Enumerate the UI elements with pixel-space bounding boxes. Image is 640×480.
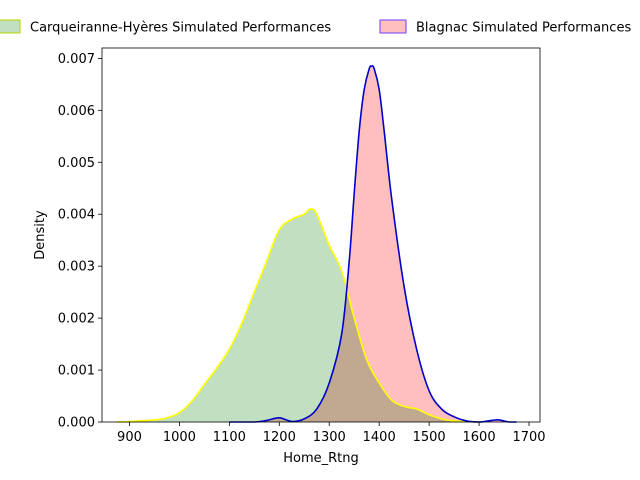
x-tick-label: 1000 [163,430,196,445]
legend-label-0: Carqueiranne-Hyères Simulated Performanc… [30,21,331,36]
y-tick-label: 0.001 [58,364,95,379]
legend: Carqueiranne-Hyères Simulated Performanc… [0,20,631,36]
x-tick-label: 1500 [413,430,446,445]
y-tick-label: 0.006 [58,104,95,119]
x-tick-label: 1200 [263,430,296,445]
y-tick-label: 0.007 [58,52,95,67]
y-axis-label: Density [33,210,48,260]
x-tick-label: 1300 [313,430,346,445]
y-axis: 0.000 0.001 0.002 0.003 0.004 0.005 0.006 0.007 [58,52,102,431]
x-axis: 900 1000 1100 1200 1300 1400 1500 1600 1700 [117,422,546,445]
x-tick-label: 900 [117,430,142,445]
x-tick-label: 1400 [363,430,396,445]
x-tick-label: 1100 [213,430,246,445]
y-tick-label: 0.005 [58,156,95,171]
y-tick-label: 0.004 [58,208,95,223]
x-tick-label: 1600 [463,430,496,445]
legend-label-1: Blagnac Simulated Performances [416,21,631,36]
x-tick-label: 1700 [512,430,545,445]
y-tick-label: 0.003 [58,260,95,275]
y-tick-label: 0.002 [58,312,95,327]
y-tick-label: 0.000 [58,416,95,431]
series-layer [117,66,517,422]
legend-swatch-1 [380,20,406,33]
x-axis-label: Home_Rtng [283,451,359,466]
legend-swatch-0 [0,20,20,33]
